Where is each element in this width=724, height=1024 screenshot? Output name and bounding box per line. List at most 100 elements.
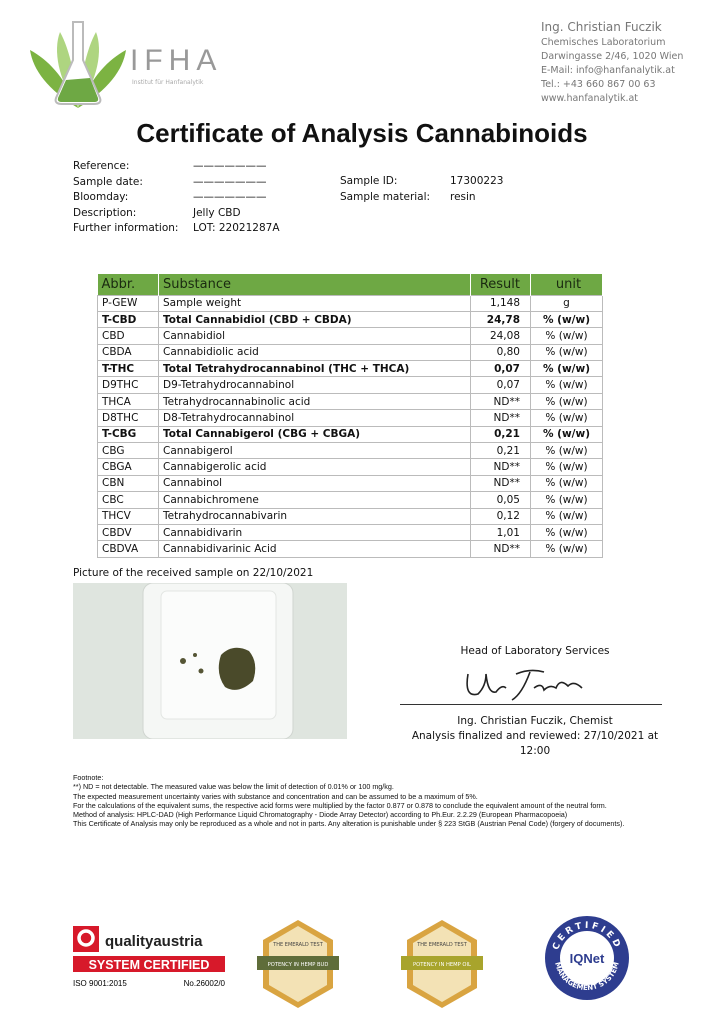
footnote-line: Method of analysis: HPLC-DAD (High Perfo…: [73, 810, 568, 820]
cell-unit: % (w/w): [530, 343, 603, 362]
signature: [466, 669, 583, 701]
ifha-logo: [30, 21, 126, 108]
cell-result: 0,07: [470, 376, 531, 394]
lab-email: E-Mail: info@hanfanalytik.at: [541, 65, 675, 76]
cell-abbr: CBDA: [97, 343, 159, 362]
cell-substance: Tetrahydrocannabivarin: [158, 507, 471, 525]
cell-result: 0,12: [470, 507, 531, 525]
cell-result: ND**: [470, 540, 531, 558]
info-row: Reference: ———————: [73, 159, 280, 175]
cell-substance: Total Cannabigerol (CBG + CBGA): [158, 425, 471, 444]
info-row: Sample date: ———————: [73, 175, 280, 191]
cell-unit: g: [530, 294, 603, 312]
cell-unit: % (w/w): [530, 540, 603, 558]
cell-result: 0,21: [470, 425, 531, 444]
cell-result: 24,78: [470, 310, 531, 329]
svg-text:No.26002/0: No.26002/0: [184, 979, 226, 988]
info-value: ———————: [193, 191, 267, 203]
cell-substance: D9-Tetrahydrocannabinol: [158, 376, 471, 394]
table-row: CBDA Cannabidiolic acid 0,80% (w/w): [97, 343, 603, 362]
sample-info-right: Sample ID: 17300223 Sample material: resin: [340, 174, 503, 205]
footnote-line: **) ND = not detectable. The measured va…: [73, 782, 394, 792]
cell-unit: % (w/w): [530, 442, 603, 460]
signatory: Ing. Christian Fuczik, Chemist Analysis …: [400, 714, 670, 759]
cell-unit: % (w/w): [530, 376, 603, 394]
cell-substance: Cannabidiolic acid: [158, 343, 471, 362]
cell-unit: % (w/w): [530, 360, 603, 378]
cell-result: ND**: [470, 474, 531, 493]
cell-unit: % (w/w): [530, 491, 603, 509]
cell-unit: % (w/w): [530, 425, 603, 444]
col-substance: Substance: [158, 274, 471, 295]
cell-substance: Sample weight: [158, 294, 471, 312]
emerald-test-bud-badge: THE EMERALD TEST POTENCY IN HEMP BUD: [257, 920, 339, 1008]
info-value: 17300223: [450, 175, 504, 187]
info-label: Sample date:: [73, 175, 143, 188]
cell-substance: Cannabidivarinic Acid: [158, 540, 471, 558]
emerald-test-oil-badge: THE EMERALD TEST POTENCY IN HEMP OIL: [401, 920, 483, 1008]
lab-address: Ing. Christian Fuczik Chemisches Laborat…: [541, 20, 683, 106]
signature-line: [400, 704, 662, 705]
cell-abbr: D9THC: [97, 376, 159, 394]
col-unit: unit: [530, 274, 603, 295]
cell-result: 24,08: [470, 327, 531, 345]
table-row: D9THC D9-Tetrahydrocannabinol 0,07% (w/w): [97, 376, 603, 394]
svg-text:THE EMERALD TEST: THE EMERALD TEST: [272, 942, 323, 948]
table-row: CBC Cannabichromene 0,05% (w/w): [97, 491, 603, 509]
table-row: CBN Cannabinol ND**% (w/w): [97, 474, 603, 493]
cell-abbr: CBGA: [97, 458, 159, 476]
info-label: Further information:: [73, 222, 179, 234]
info-row: Description: Jelly CBD: [73, 206, 280, 222]
cell-result: 1,01: [470, 523, 531, 542]
table-row: T-THC Total Tetrahydrocannabinol (THC + T…: [97, 360, 603, 378]
cell-substance: Cannabigerol: [158, 442, 471, 460]
signature-title: Head of Laboratory Services: [460, 645, 610, 657]
cell-unit: % (w/w): [530, 507, 603, 525]
cell-unit: % (w/w): [530, 474, 603, 493]
cell-substance: D8-Tetrahydrocannabinol: [158, 409, 471, 427]
cell-unit: % (w/w): [530, 523, 603, 542]
document-title: Certificate of Analysis Cannabinoids: [136, 118, 588, 148]
col-result: Result: [470, 274, 531, 295]
table-row: P-GEW Sample weight 1,148 g: [97, 294, 603, 312]
cell-result: ND**: [470, 392, 531, 411]
cell-abbr: THCV: [97, 507, 159, 525]
info-label: Reference:: [73, 160, 130, 172]
table-row: THCV Tetrahydrocannabivarin 0,12% (w/w): [97, 507, 603, 525]
footnote-line: The expected measurement uncertainty var…: [73, 791, 478, 801]
info-value: ———————: [193, 175, 267, 188]
footnote: Footnote: **) ND = not detectable. The me…: [73, 773, 713, 829]
cell-abbr: THCA: [97, 392, 159, 411]
table-row: CBDVA Cannabidivarinic Acid ND**% (w/w): [97, 540, 603, 558]
table-row: THCA Tetrahydrocannabinolic acid ND**% (w/…: [97, 392, 603, 411]
cell-abbr: CBG: [97, 442, 159, 460]
info-label: Sample material:: [340, 190, 431, 203]
cell-abbr: D8THC: [97, 409, 159, 427]
table-row: CBG Cannabigerol 0,21% (w/w): [97, 442, 603, 460]
cell-result: ND**: [470, 409, 531, 427]
svg-text:POTENCY IN HEMP OIL: POTENCY IN HEMP OIL: [413, 962, 471, 968]
svg-text:ISO 9001:2015: ISO 9001:2015: [73, 979, 127, 988]
logo-subtitle: Institut für Hanfanalytik: [132, 79, 204, 86]
table-row: T-CBD Total Cannabidiol (CBD + CBDA) 24,78…: [97, 310, 603, 329]
cell-abbr: CBC: [97, 491, 159, 509]
cell-abbr: CBN: [97, 474, 159, 493]
cell-result: 0,80: [470, 343, 531, 362]
signatory-name: Ing. Christian Fuczik, Chemist: [457, 715, 613, 727]
info-label: Description:: [73, 206, 137, 219]
table-row: CBD Cannabidiol 24,08% (w/w): [97, 327, 603, 345]
cell-unit: % (w/w): [530, 458, 603, 476]
cell-result: 0,05: [470, 491, 531, 509]
cell-abbr: CBDV: [97, 523, 159, 542]
lab-name: Ing. Christian Fuczik: [541, 20, 662, 34]
table-row: T-CBG Total Cannabigerol (CBG + CBGA) 0,21…: [97, 425, 603, 444]
table-row: CBGA Cannabigerolic acid ND**% (w/w): [97, 458, 603, 476]
info-value: ———————: [193, 160, 267, 172]
info-row: Bloomday: ———————: [73, 190, 280, 206]
cell-substance: Cannabigerolic acid: [158, 458, 471, 476]
cell-abbr: T-THC: [97, 360, 159, 378]
col-abbr: Abbr.: [97, 274, 159, 295]
info-value: LOT: 22021287A: [193, 222, 280, 234]
cell-unit: % (w/w): [530, 327, 603, 345]
svg-text:SYSTEM CERTIFIED: SYSTEM CERTIFIED: [89, 958, 210, 972]
